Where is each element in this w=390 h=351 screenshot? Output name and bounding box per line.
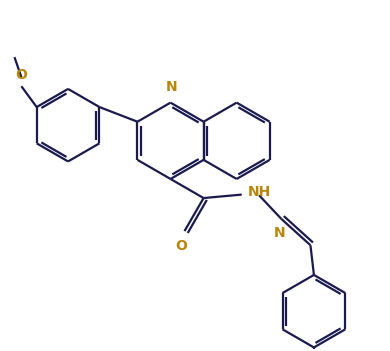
Text: NH: NH: [248, 185, 271, 199]
Text: N: N: [166, 80, 178, 94]
Text: N: N: [274, 226, 286, 240]
Text: O: O: [16, 68, 27, 82]
Text: O: O: [175, 239, 187, 253]
